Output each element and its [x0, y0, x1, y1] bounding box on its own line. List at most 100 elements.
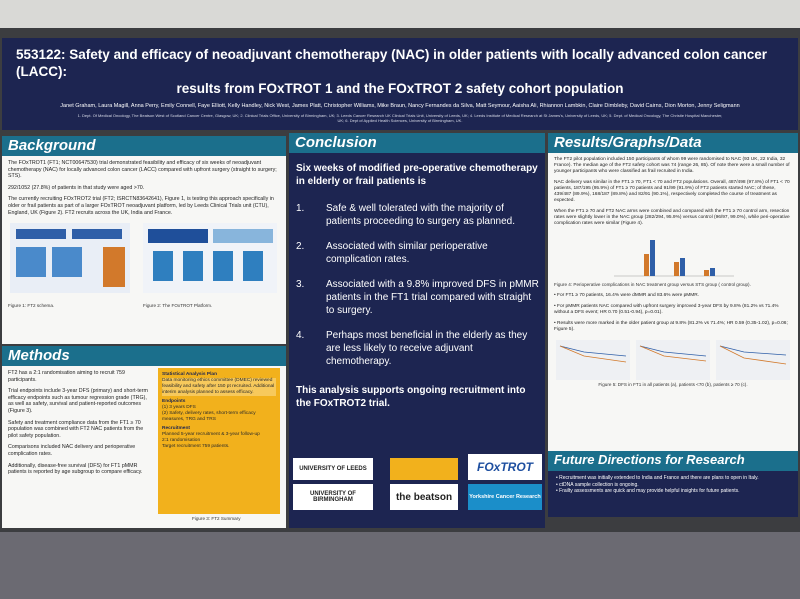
paragraph: When the FT1 ≥ 70 and FT2 NAC arms were … [554, 209, 790, 226]
future-panel: • Recruitment was initially extended to … [548, 471, 798, 517]
paragraph: The FT2 pilot population included 150 pa… [554, 157, 790, 174]
paragraph: FT2 has a 2:1 randomisation aiming to re… [8, 370, 125, 383]
methods-panel: FT2 has a 2:1 randomisation aiming to re… [2, 366, 286, 528]
km-curve [639, 345, 707, 362]
logo: UNIVERSITY OF LEEDS [293, 458, 373, 480]
point-text: Safe & well tolerated with the majority … [326, 203, 516, 227]
km-curve [559, 345, 627, 363]
section-heading: Results/Graphs/Data [548, 133, 798, 153]
figure-caption: Figure 2: The FOxTROT Platform. [143, 303, 213, 309]
figure-block [243, 251, 263, 282]
methods-text: FT2 has a 2:1 randomisation aiming to re… [8, 370, 148, 481]
conclusion-point: 1. Safe & well tolerated with the majorit… [296, 202, 540, 228]
title-line: 553122: Safety and efficacy of neoadjuva… [16, 47, 767, 79]
figure-bar [674, 262, 679, 276]
figure-5 [556, 340, 790, 380]
paragraph: The currently recruiting FOxTROT2 trial … [8, 196, 274, 216]
summary-title: Recruitment [162, 426, 190, 431]
figure-4 [614, 240, 734, 277]
summary-item: Data monitoring ethics committee (DMEC) … [162, 378, 276, 396]
results-panel: The FT2 pilot population included 150 pa… [548, 153, 798, 451]
paragraph: Additionally, disease-free survival (DFS… [8, 462, 143, 476]
figure-block [213, 229, 273, 244]
paragraph: The FOxTROT1 (FT1; NCT00647530) trial de… [8, 160, 277, 180]
point-number: 1. [296, 203, 305, 214]
bullet: • For pMMR patients NAC compared with up… [554, 304, 779, 315]
point-number: 2. [296, 241, 305, 252]
figure-block [16, 229, 66, 240]
summary-item: Target recruitment 759 patients. [162, 444, 230, 449]
bullet: • Frailty assessments are quick and may … [556, 488, 740, 494]
point-number: 3. [296, 279, 305, 290]
poster-header: 553122: Safety and efficacy of neoadjuva… [2, 38, 798, 130]
figure-bar [710, 268, 715, 276]
bullet-text: For FT1 ≥ 70 patients, 16.4% were dMMR a… [557, 293, 700, 298]
km-panel [556, 340, 630, 380]
figure-caption: Figure 5: DFS in FT1 in all patients (a)… [598, 382, 748, 387]
paragraph: Trial endpoints include 3-year DFS (prim… [8, 388, 148, 414]
figure-bar [644, 254, 649, 276]
section-heading: Conclusion [289, 133, 545, 153]
km-curve [559, 345, 627, 357]
section-heading: Background [2, 136, 286, 156]
km-curve [719, 345, 787, 356]
conclusion-closing: This analysis supports ongoing recruitme… [296, 385, 526, 409]
authors: Janet Graham, Laura Magill, Anna Perry, … [60, 103, 740, 109]
point-number: 4. [296, 330, 305, 341]
conclusion-point: 2. Associated with similar perioperative … [296, 240, 540, 266]
title-line: results from FOxTROT 1 and the FOxTROT 2… [176, 81, 624, 96]
logo: UNIVERSITY OF BIRMINGHAM [293, 484, 373, 510]
floor [0, 530, 800, 599]
point-text: Associated with similar perioperative co… [326, 241, 488, 265]
bullet-text: Recruitment was initially extended to In… [559, 475, 759, 481]
figure-bar [704, 270, 709, 276]
figure-block [183, 251, 203, 282]
logo: the beatson [390, 484, 458, 510]
paragraph: NAC delivery was similar in the FT1 ≥ 70… [554, 180, 790, 203]
bullet: • ctDNA sample collection is ongoing. [556, 481, 639, 488]
km-panel [716, 340, 790, 380]
summary-title: Endpoints [162, 399, 186, 404]
summary-item: Planned 5-year recruitment & 3-year foll… [162, 432, 260, 437]
figure-block [148, 229, 208, 244]
paragraph: Safety and treatment compliance data fro… [8, 419, 144, 439]
point-text: Associated with a 9.8% improved DFS in p… [326, 279, 539, 316]
bullet-text: Frailty assessments are quick and may pr… [559, 488, 740, 494]
summary-title: Statistical Analysis Plan [162, 372, 218, 377]
figure-block [72, 229, 122, 240]
summary-item: (2) Safety, delivery rates, short-term e… [162, 411, 256, 422]
background-panel: The FOxTROT1 (FT1; NCT00647530) trial de… [2, 156, 286, 344]
conclusion-point: 4. Perhaps most beneficial in the elderly… [296, 329, 540, 368]
km-curve [639, 345, 707, 357]
figure-caption: Figure 3: FT2 Summary [192, 516, 241, 521]
summary-item: (1) 3 years DFS [162, 405, 196, 410]
figure-block [16, 247, 46, 278]
figure-caption: Figure 1: FT2 schema. [8, 303, 55, 309]
figure-block [153, 251, 173, 282]
summary-item: 2:1 randomisation [162, 438, 201, 443]
figure-caption: Figure 4: Perioperative complications in… [554, 282, 751, 287]
caption-row: Figure 1: FT2 schema. Figure 2: The FOxT… [8, 303, 280, 310]
affiliations: 1. Dept. Of Medical Oncology, The Beatso… [77, 113, 723, 123]
ft2-summary: Statistical Analysis Plan Data monitorin… [158, 368, 280, 514]
bullet-text: Results were more marked in the older pa… [554, 321, 788, 332]
point-text: Perhaps most beneficial in the elderly a… [326, 330, 528, 367]
paragraph: 292/1052 (27.8%) of patients in that stu… [8, 184, 145, 191]
conclusion-point: 3. Associated with a 9.8% improved DFS in… [296, 278, 540, 317]
section-heading: Future Directions for Research [548, 451, 798, 471]
bullet-text: ctDNA sample collection is ongoing. [559, 481, 639, 488]
section-heading: Methods [2, 346, 286, 366]
figure-block [103, 247, 125, 288]
figure-bar [650, 240, 655, 276]
bullet: • Results were more marked in the older … [554, 321, 788, 332]
logo: Yorkshire Cancer Research [468, 484, 542, 510]
km-curve [719, 345, 787, 365]
wall [0, 0, 800, 30]
bullet: • For FT1 ≥ 70 patients, 16.4% were dMMR… [554, 293, 700, 298]
bullet-text: For pMMR patients NAC compared with upfr… [554, 304, 779, 315]
conclusion-text: Six weeks of modified pre-operative chem… [296, 162, 540, 452]
figures [10, 223, 277, 294]
figure-bar [680, 258, 685, 276]
logo: FOxTROT [468, 454, 542, 480]
